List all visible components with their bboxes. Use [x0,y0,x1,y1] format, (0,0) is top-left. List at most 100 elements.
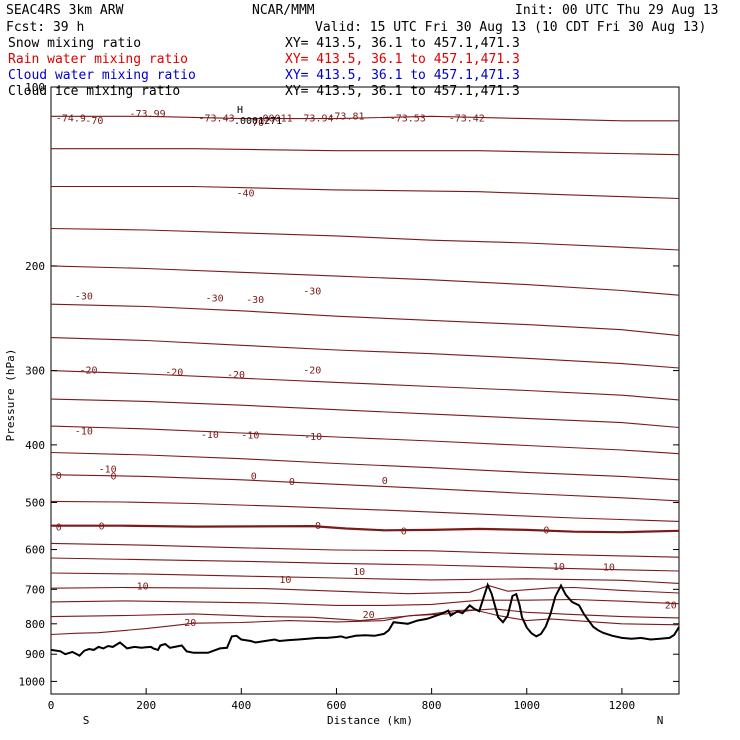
y-tick-label: 1000 [19,675,46,688]
y-tick-label: 100 [25,81,45,94]
field-label: Cloud water mixing ratio [8,68,196,83]
contour-label: -20 [165,367,183,378]
contour-label: 10 [603,562,615,573]
south-end-label: S [83,714,90,727]
isotherm-line [50,598,680,606]
x-tick-label: 1200 [609,699,636,712]
isotherm-line [51,185,680,200]
field-xy: XY= 413.5, 36.1 to 457.1,471.3 [285,52,520,67]
y-tick-label: 600 [25,544,45,557]
contour-label: 0 [543,525,549,536]
isotherm-line [50,370,680,401]
contour-label: 10 [279,575,291,586]
y-tick-label: 500 [25,496,45,509]
contour-label: 20 [665,600,677,611]
contour-label: 0 [99,522,105,533]
isotherm-line [50,500,680,522]
contour-label: -10 [241,431,259,442]
isotherm-line [50,585,680,595]
contour-label: -10 [201,430,219,441]
contour-label: .00011 [257,114,293,125]
isotherm-line [50,542,680,558]
contour-label: 0 [56,471,62,482]
field-legend: Snow mixing ratio XY= 413.5, 36.1 to 457.… [8,36,520,99]
isotherm-line [50,474,680,502]
contour-label: -40 [237,188,255,199]
contour-label: 20 [363,610,375,621]
org-title: NCAR/MMM [252,3,315,18]
contour-label: 0 [401,526,407,537]
y-tick-label: 200 [25,260,45,273]
contour-label: -73.43 [199,114,235,125]
contour-label: -10 [75,427,93,438]
high-marker: H [237,105,243,116]
field-xy: XY= 413.5, 36.1 to 457.1,471.3 [285,36,520,51]
contour-label: 0 [315,521,321,532]
contour-label: -73.53 [390,114,426,125]
contour-label: -73.81 [328,111,364,122]
contour-label: 10 [353,567,365,578]
isotherm-line [50,227,680,251]
contour-label: 10 [553,562,565,573]
x-axis-label: Distance (km) [327,714,413,727]
contour-label: -73.99 [130,109,166,120]
contour-label: 0 [289,477,295,488]
plot-frame [50,86,680,695]
x-tick-label: 400 [231,699,251,712]
contour-label: -20 [80,366,98,377]
isotherm-line [51,524,680,534]
field-label: Rain water mixing ratio [8,52,188,67]
x-axis: 0 200 400 600 800 1000 1200 [48,688,635,712]
contour-label: -73.42 [449,114,485,125]
x-tick-label: 1000 [514,699,541,712]
terrain-line [50,582,680,657]
field-xy: XY= 413.5, 36.1 to 457.1,471.3 [285,68,520,83]
isotherm-line [50,265,680,296]
contour-label: 0 [111,471,117,482]
x-tick-label: 0 [48,699,55,712]
isotherm-line [50,337,680,369]
high-marker-value: .0001271 [234,116,282,127]
isotherm-line [50,398,680,429]
contour-label: -10 [304,432,322,443]
contour-label: -70 [246,118,264,129]
header: SEAC4RS 3km ARW NCAR/MMM Init: 00 UTC Th… [6,3,719,99]
contour-label: -20 [227,370,245,381]
contour-label: 10 [137,582,149,593]
valid-time: Valid: 15 UTC Fri 30 Aug 13 (10 CDT Fri … [315,20,706,35]
y-tick-label: 300 [25,365,45,378]
isotherm-line [51,148,680,156]
isotherm-line [50,557,680,572]
isotherm-contours [50,115,680,636]
contour-label: -30 [206,294,224,305]
isotherm-line [51,115,679,122]
x-tick-label: 800 [422,699,442,712]
y-tick-label: 400 [25,439,45,452]
y-tick-label: 900 [25,648,45,661]
north-end-label: N [657,714,664,727]
isotherm-line [50,425,680,455]
isotherm-line [50,572,680,584]
y-axis-label: Pressure (hPa) [4,349,17,442]
model-title: SEAC4RS 3km ARW [6,3,124,18]
contour-label: 0 [251,471,257,482]
x-tick-label: 200 [136,699,156,712]
terrain-profile [50,582,680,657]
field-label: Snow mixing ratio [8,36,141,51]
init-time: Init: 00 UTC Thu 29 Aug 13 [515,3,719,18]
contour-label: -73.94 [297,114,333,125]
y-tick-label: 800 [25,618,45,631]
x-tick-label: 600 [327,699,347,712]
contour-label: 0 [382,476,388,487]
field-xy: XY= 413.5, 36.1 to 457.1,471.3 [285,84,520,99]
contour-label: -30 [303,287,321,298]
isotherm-line [50,303,680,337]
contour-label: 20 [184,618,196,629]
contour-label: 0 [56,523,62,534]
contour-label: -74.9 [56,114,86,125]
contour-label: -10 [99,465,117,476]
contour-label: -70 [85,116,103,127]
isotherm-line [50,608,680,622]
y-tick-label: 700 [25,583,45,596]
